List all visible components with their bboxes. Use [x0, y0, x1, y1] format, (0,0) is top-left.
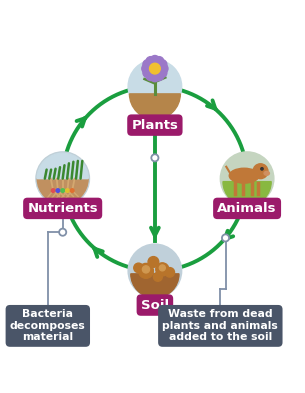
Circle shape — [146, 57, 156, 66]
Circle shape — [128, 244, 182, 298]
Circle shape — [150, 55, 160, 65]
Circle shape — [56, 189, 60, 192]
Text: Animals: Animals — [217, 202, 277, 215]
Circle shape — [138, 263, 153, 278]
Text: Soil: Soil — [141, 299, 169, 312]
Circle shape — [150, 72, 160, 82]
Circle shape — [128, 60, 182, 113]
Circle shape — [143, 60, 152, 69]
Circle shape — [159, 265, 165, 271]
Text: Waste from dead
plants and animals
added to the soil: Waste from dead plants and animals added… — [163, 309, 278, 342]
Circle shape — [149, 63, 160, 74]
Circle shape — [66, 189, 69, 192]
Circle shape — [222, 234, 229, 241]
Circle shape — [151, 154, 159, 162]
Text: Bacteria
decomposes
material: Bacteria decomposes material — [10, 309, 86, 342]
Wedge shape — [223, 182, 271, 206]
Circle shape — [59, 229, 66, 236]
Circle shape — [159, 64, 168, 73]
Circle shape — [142, 266, 149, 273]
Circle shape — [148, 257, 159, 267]
Circle shape — [157, 60, 167, 69]
Circle shape — [61, 189, 64, 192]
Circle shape — [261, 168, 263, 170]
Circle shape — [143, 68, 152, 77]
Wedge shape — [129, 94, 180, 119]
Wedge shape — [131, 274, 179, 298]
Circle shape — [36, 152, 89, 206]
Circle shape — [156, 263, 169, 276]
Wedge shape — [129, 246, 180, 271]
Circle shape — [146, 71, 156, 81]
Circle shape — [70, 189, 74, 192]
Circle shape — [153, 272, 162, 281]
Circle shape — [253, 164, 268, 179]
Circle shape — [51, 189, 55, 192]
Circle shape — [154, 71, 164, 81]
Wedge shape — [37, 179, 88, 204]
Circle shape — [165, 268, 174, 277]
Wedge shape — [37, 153, 88, 179]
Circle shape — [154, 57, 164, 66]
Circle shape — [142, 64, 151, 73]
Text: Plants: Plants — [131, 119, 178, 132]
Text: Nutrients: Nutrients — [27, 202, 98, 215]
Circle shape — [220, 152, 274, 206]
Ellipse shape — [264, 171, 269, 175]
Circle shape — [134, 263, 143, 273]
Circle shape — [157, 68, 167, 77]
Ellipse shape — [229, 168, 259, 183]
